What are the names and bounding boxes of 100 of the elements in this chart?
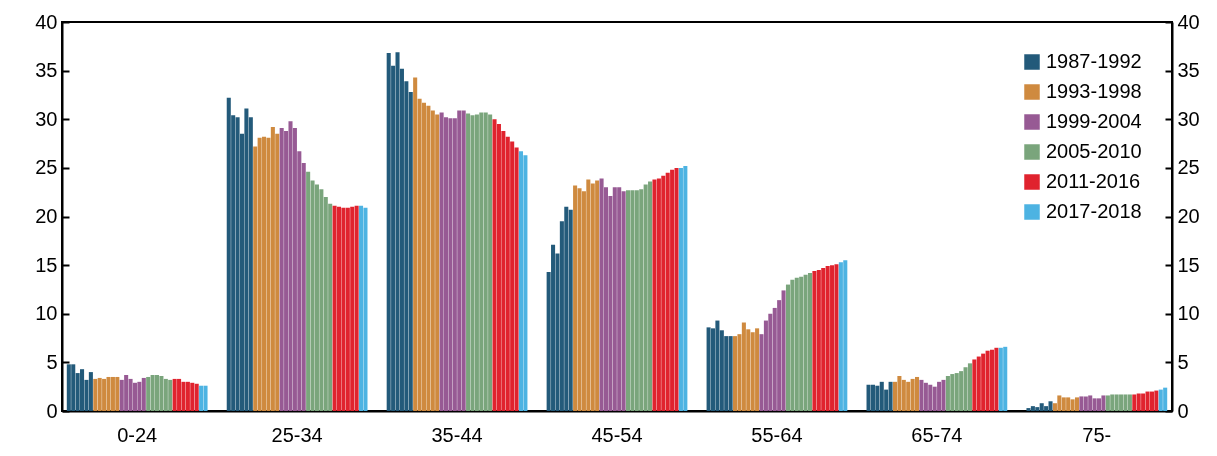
bar (923, 382, 928, 411)
bar (386, 53, 391, 411)
bar (363, 207, 368, 411)
bar (177, 378, 182, 411)
bar (336, 206, 342, 411)
bar (807, 272, 813, 411)
bar (1083, 396, 1088, 411)
bar (590, 183, 595, 411)
bar (203, 385, 208, 411)
bar (617, 187, 622, 411)
bar (354, 205, 359, 411)
bar (413, 77, 418, 411)
y-tick-label: 40 (35, 10, 58, 33)
bar (523, 155, 528, 411)
bar (755, 328, 760, 411)
bar (306, 171, 311, 411)
y2-tick-label: 30 (1177, 107, 1200, 130)
bar (741, 322, 746, 411)
bar (781, 290, 786, 411)
bar (194, 383, 199, 411)
bar (1114, 394, 1119, 411)
bar (439, 112, 444, 411)
bar (1136, 393, 1141, 411)
bar (888, 381, 893, 411)
bar (119, 379, 124, 411)
bar (634, 190, 639, 411)
bar (976, 356, 981, 411)
bar (172, 378, 177, 411)
bar (110, 376, 115, 411)
bar (972, 359, 977, 411)
bar (163, 378, 168, 411)
bar (1149, 391, 1154, 411)
bar (341, 207, 346, 411)
bar (661, 175, 666, 411)
legend-label: 2011-2016 (1046, 170, 1141, 192)
bar (1057, 395, 1062, 411)
bar (678, 167, 683, 411)
bar (132, 382, 137, 411)
y2-tick-label: 20 (1177, 205, 1200, 227)
bar (470, 115, 475, 411)
bar (919, 379, 924, 411)
y-tick-label: 35 (35, 59, 58, 82)
bar (706, 327, 711, 411)
bar (998, 347, 1003, 411)
bar (643, 184, 648, 411)
bar (244, 108, 249, 411)
bar (257, 137, 262, 411)
bar (612, 187, 617, 411)
bar (959, 371, 964, 411)
bar (1092, 398, 1097, 411)
bar (870, 384, 875, 411)
bar (750, 332, 755, 411)
bar (994, 347, 999, 411)
bar (518, 151, 524, 411)
bar (1074, 397, 1080, 411)
bar (945, 375, 950, 411)
bar (1101, 395, 1106, 411)
bar (435, 114, 440, 411)
y-tick-label: 0 (46, 399, 58, 422)
bar (586, 179, 591, 411)
bar (510, 141, 515, 411)
bar (683, 165, 688, 411)
bar (1154, 390, 1159, 411)
bar (190, 382, 195, 411)
bar (821, 268, 826, 411)
bar (235, 117, 240, 411)
y2-tick-label: 0 (1177, 399, 1189, 422)
bar (967, 363, 972, 411)
x-tick-label: 55-64 (751, 423, 803, 446)
bar (1105, 395, 1110, 411)
bar (1026, 408, 1031, 411)
bar (665, 172, 670, 411)
bar (928, 384, 933, 411)
bar (124, 375, 129, 411)
bar (950, 374, 955, 411)
bar (785, 284, 790, 411)
bar (728, 336, 733, 411)
bar (621, 191, 626, 411)
bar (226, 97, 231, 411)
bar (599, 178, 604, 411)
bar (648, 181, 653, 411)
bar (577, 188, 582, 411)
y-tick-label: 30 (35, 107, 58, 130)
bar (1035, 407, 1040, 411)
y2-tick-label: 10 (1177, 302, 1200, 325)
bar (816, 269, 821, 411)
bar (71, 364, 76, 411)
bar (1070, 399, 1075, 411)
x-tick-label: 65-74 (911, 423, 963, 446)
bar (799, 276, 804, 411)
bar (790, 279, 795, 411)
y2-tick-label: 15 (1177, 253, 1200, 276)
bar (981, 353, 986, 411)
bar (551, 244, 556, 411)
y-tick-label: 20 (35, 205, 58, 227)
legend-label: 1987-1992 (1046, 50, 1142, 72)
bar (830, 265, 835, 411)
bar (185, 381, 190, 411)
x-tick-label: 0-24 (117, 423, 158, 446)
bar (106, 376, 111, 411)
